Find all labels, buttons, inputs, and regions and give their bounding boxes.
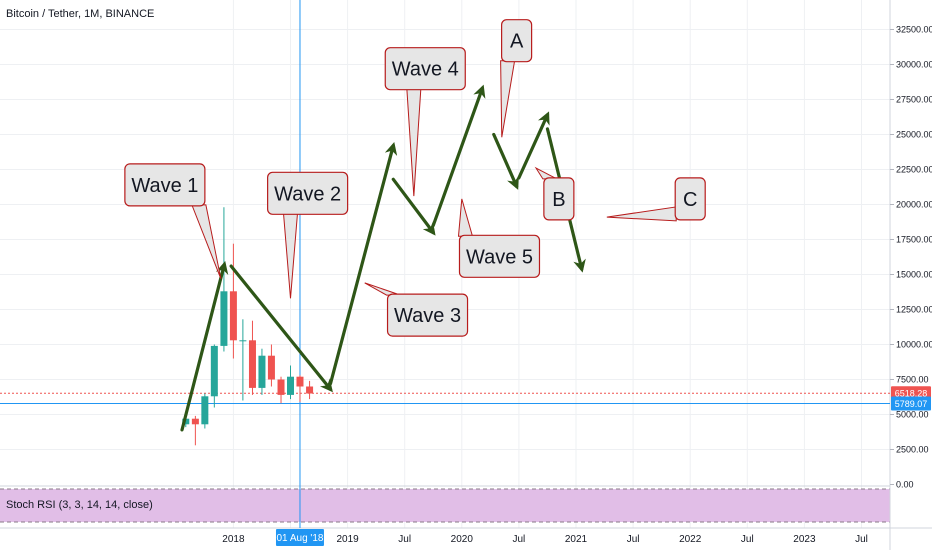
callout-label: B bbox=[552, 189, 565, 211]
y-tick-label: 25000.00 bbox=[896, 130, 932, 140]
candle-body bbox=[277, 379, 285, 395]
callout-label: Wave 5 bbox=[466, 246, 533, 268]
candle-body bbox=[248, 340, 256, 388]
y-tick-label: 5000.00 bbox=[896, 410, 929, 420]
y-tick-label: 10000.00 bbox=[896, 340, 932, 350]
callout-pointer bbox=[364, 282, 401, 296]
stoch-rsi-band bbox=[0, 489, 890, 522]
callout-box[interactable] bbox=[267, 171, 349, 215]
callout-pointer bbox=[282, 212, 299, 299]
callout-label: Wave 2 bbox=[274, 183, 341, 205]
y-tick-label: 20000.00 bbox=[896, 200, 932, 210]
candle-body bbox=[220, 291, 228, 346]
callout-label: C bbox=[683, 189, 697, 211]
x-tick-label: 2023 bbox=[793, 534, 816, 545]
callout-box[interactable] bbox=[543, 177, 575, 221]
candle-body bbox=[258, 355, 266, 388]
x-tick-label: Jul bbox=[398, 534, 411, 545]
candle-body bbox=[296, 376, 304, 387]
stoch-rsi-label: Stoch RSI (3, 3, 14, 14, close) bbox=[6, 499, 153, 511]
candle-body bbox=[191, 418, 199, 425]
wave-arrow bbox=[328, 141, 398, 386]
callout-pointer bbox=[191, 204, 222, 279]
y-tick-label: 17500.00 bbox=[896, 235, 932, 245]
price-tag-label: 6518.28 bbox=[895, 389, 928, 399]
y-tick-label: 0.00 bbox=[896, 480, 914, 490]
wave-arrow bbox=[391, 177, 436, 236]
y-tick-label: 7500.00 bbox=[896, 375, 929, 385]
symbol-title: Bitcoin / Tether, 1M, BINANCE bbox=[6, 8, 155, 20]
x-tick-label: Jul bbox=[627, 534, 640, 545]
callout-box[interactable] bbox=[458, 234, 541, 278]
x-tick-label: 2021 bbox=[565, 534, 588, 545]
wave-arrow bbox=[492, 132, 519, 190]
candle-body bbox=[239, 340, 247, 342]
candle-body bbox=[210, 345, 218, 397]
x-tick-label: Jul bbox=[741, 534, 754, 545]
price-tag-label: 5789.07 bbox=[895, 399, 928, 409]
candle-body bbox=[267, 355, 275, 380]
wave-arrow bbox=[229, 264, 333, 393]
callout-box[interactable] bbox=[674, 177, 706, 221]
x-tick-label: 2019 bbox=[336, 534, 359, 545]
callout-pointer bbox=[406, 88, 422, 197]
candle-body bbox=[201, 396, 209, 425]
x-tick-label: 2022 bbox=[679, 534, 702, 545]
y-tick-label: 15000.00 bbox=[896, 270, 932, 280]
candle-body bbox=[306, 386, 314, 394]
candle-body bbox=[229, 291, 237, 341]
crosshair-date-bg bbox=[275, 529, 324, 546]
y-tick-label: 22500.00 bbox=[896, 165, 932, 175]
y-tick-label: 32500.00 bbox=[896, 25, 932, 35]
callout-label: Wave 4 bbox=[392, 59, 459, 81]
callout-box[interactable] bbox=[124, 163, 206, 207]
crosshair-date-label: 01 Aug '18 bbox=[277, 533, 324, 544]
wave-arrow bbox=[431, 84, 486, 228]
y-tick-label: 12500.00 bbox=[896, 305, 932, 315]
x-tick-label: 2020 bbox=[451, 534, 474, 545]
price-tag-bg bbox=[891, 396, 931, 411]
callout-box[interactable] bbox=[501, 19, 533, 63]
callout-label: Wave 1 bbox=[131, 175, 198, 197]
y-tick-label: 27500.00 bbox=[896, 95, 932, 105]
x-tick-label: Jul bbox=[855, 534, 868, 545]
callout-label: Wave 3 bbox=[394, 305, 461, 327]
callout-box[interactable] bbox=[386, 293, 469, 337]
wave-arrow bbox=[517, 111, 550, 180]
x-tick-label: 2018 bbox=[222, 534, 245, 545]
callout-box[interactable] bbox=[384, 47, 466, 91]
candle-body bbox=[287, 376, 294, 395]
callout-pointer bbox=[606, 206, 677, 222]
y-tick-label: 30000.00 bbox=[896, 60, 932, 70]
wave-arrow bbox=[180, 260, 229, 432]
y-tick-label: 2500.00 bbox=[896, 445, 929, 455]
callout-label: A bbox=[510, 31, 524, 53]
x-tick-label: Jul bbox=[513, 534, 526, 545]
